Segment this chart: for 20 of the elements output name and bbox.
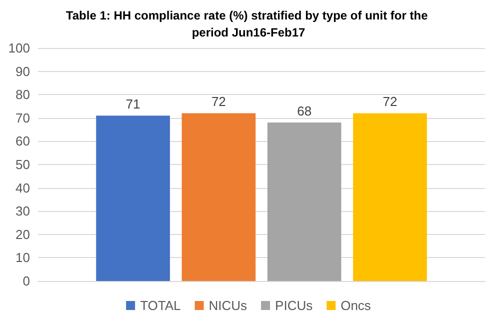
y-tick-label: 0 [22,274,30,288]
y-tick-label: 80 [16,87,30,102]
data-label: 72 [211,94,226,110]
y-tick-label: 50 [16,157,30,172]
y-tick-label: 30 [16,204,30,219]
y-tick-label: 100 [8,40,30,56]
data-label: 71 [126,96,140,112]
legend-label: Oncs [340,298,372,313]
data-label: 68 [297,104,312,119]
y-tick-label: 40 [16,180,30,196]
legend-label: NICUs [208,298,248,313]
chart-title: Table 1: HH compliance rate (%) stratified by type of unit for the period Jun16-Feb17 [66,8,432,40]
legend-label: TOTAL [140,298,181,313]
y-tick-label: 70 [16,110,30,126]
legend-label: PICUs [275,298,314,313]
y-tick-label: 90 [16,64,30,79]
data-label: 72 [382,94,398,110]
y-tick-label: 60 [16,134,30,149]
y-tick-label: 10 [16,250,30,266]
y-tick-label: 20 [16,226,30,242]
